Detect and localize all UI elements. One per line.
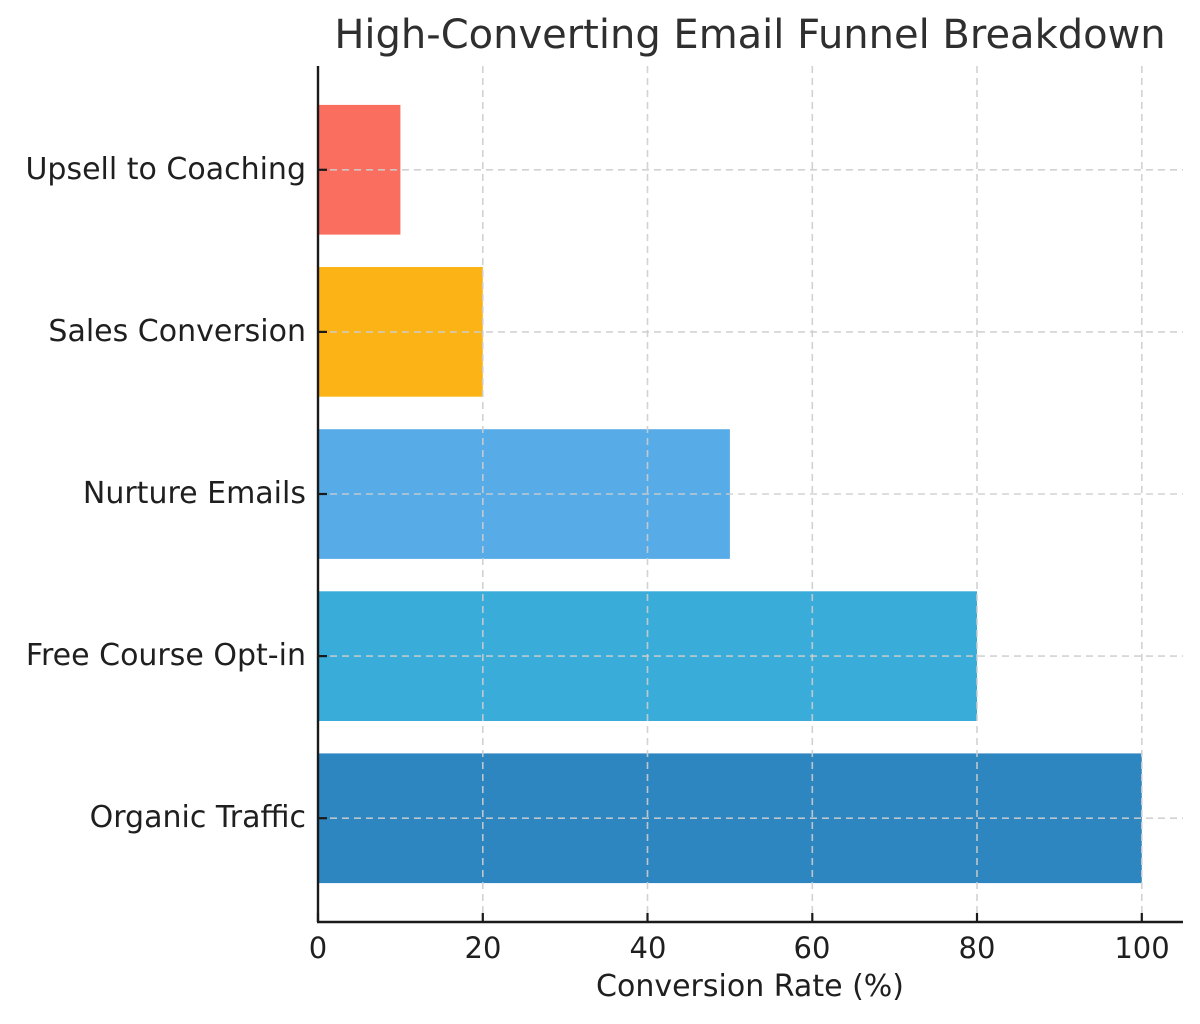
y-tick-label: Organic Traffic (89, 800, 306, 835)
y-tick-label: Sales Conversion (48, 314, 306, 349)
x-tick-label: 20 (464, 931, 502, 965)
x-tick-label: 0 (308, 931, 328, 965)
x-tick-label: 100 (1114, 931, 1170, 965)
y-tick-label: Upsell to Coaching (25, 152, 306, 187)
x-tick-label: 60 (793, 931, 831, 965)
x-axis-label: Conversion Rate (%) (596, 969, 904, 1004)
y-tick-label: Nurture Emails (82, 476, 306, 511)
x-tick-label: 40 (629, 931, 667, 965)
x-tick-label: 80 (958, 931, 996, 965)
chart-title: High-Converting Email Funnel Breakdown (334, 12, 1166, 58)
y-tick-label: Free Course Opt-in (25, 638, 306, 673)
